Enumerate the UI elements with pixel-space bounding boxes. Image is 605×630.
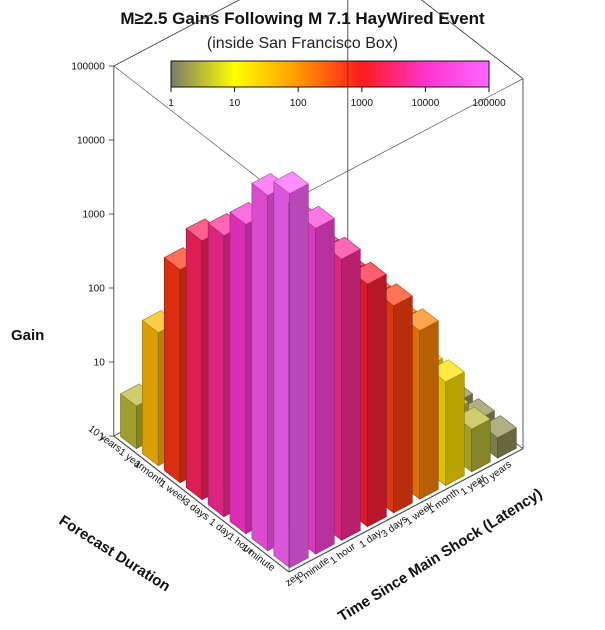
x-axis-title: Forecast Duration [56,512,173,595]
colorbar-tick-label: 1000 [351,98,374,109]
bar [273,171,309,569]
colorbar-tick-label: 100 [290,98,307,109]
colorbar-tick-label: 10 [229,98,241,109]
front-frame [113,202,524,573]
z-tick-label: 1 [99,432,105,443]
colorbar-tick-label: 100000 [472,98,506,109]
forecast-tick-label: 1 day [207,517,233,540]
chart-title: M≥2.5 Gains Following M 7.1 HayWired Eve… [120,9,485,28]
z-tick-label: 1000 [83,210,106,221]
z-axis: 1 10 100 1000 10000 100000 [71,62,114,443]
z-tick-label: 100000 [71,62,105,73]
bars [119,171,517,569]
colorbar-tick-label: 10000 [411,98,439,109]
z-axis-title: Gain [11,327,44,344]
z-tick-label: 100 [88,284,105,295]
chart-subtitle: (inside San Francisco Box) [206,35,399,52]
colorbar-gradient [170,60,490,88]
colorbar: 1 10 100 1000 10000 100000 [168,60,506,109]
z-tick-label: 10 [94,358,106,369]
colorbar-tick-label: 1 [168,98,174,109]
z-tick-label: 10000 [77,136,105,147]
